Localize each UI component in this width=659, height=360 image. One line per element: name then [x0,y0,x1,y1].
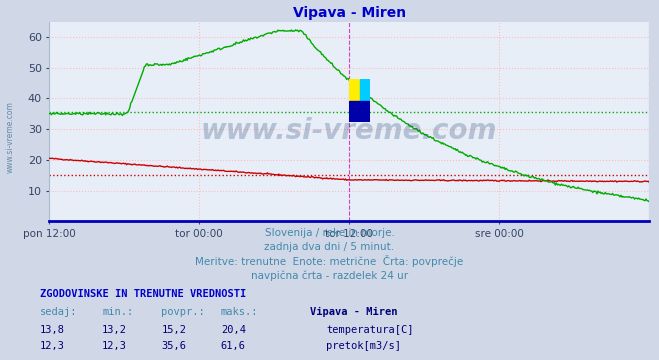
Text: min.:: min.: [102,307,133,317]
Text: 13,8: 13,8 [40,325,65,335]
Text: maks.:: maks.: [221,307,258,317]
Bar [360,79,370,101]
Text: 20,4: 20,4 [221,325,246,335]
Bar [349,101,370,122]
Text: temperatura[C]: temperatura[C] [326,325,414,335]
Text: navpična črta - razdelek 24 ur: navpična črta - razdelek 24 ur [251,270,408,281]
Text: Meritve: trenutne  Enote: metrične  Črta: povprečje: Meritve: trenutne Enote: metrične Črta: … [195,255,464,267]
Text: www.si-vreme.com: www.si-vreme.com [5,101,14,173]
Text: 12,3: 12,3 [40,341,65,351]
Text: www.si-vreme.com: www.si-vreme.com [201,117,498,145]
Text: 13,2: 13,2 [102,325,127,335]
Text: pretok[m3/s]: pretok[m3/s] [326,341,401,351]
Text: 61,6: 61,6 [221,341,246,351]
Text: Vipava - Miren: Vipava - Miren [310,307,397,317]
Title: Vipava - Miren: Vipava - Miren [293,6,406,21]
Text: povpr.:: povpr.: [161,307,205,317]
Text: zadnja dva dni / 5 minut.: zadnja dva dni / 5 minut. [264,242,395,252]
Text: 35,6: 35,6 [161,341,186,351]
Text: 15,2: 15,2 [161,325,186,335]
Text: Slovenija / reke in morje.: Slovenija / reke in morje. [264,228,395,238]
Bar [349,79,360,101]
Text: 12,3: 12,3 [102,341,127,351]
Text: ZGODOVINSKE IN TRENUTNE VREDNOSTI: ZGODOVINSKE IN TRENUTNE VREDNOSTI [40,289,246,299]
Text: sedaj:: sedaj: [40,307,77,317]
